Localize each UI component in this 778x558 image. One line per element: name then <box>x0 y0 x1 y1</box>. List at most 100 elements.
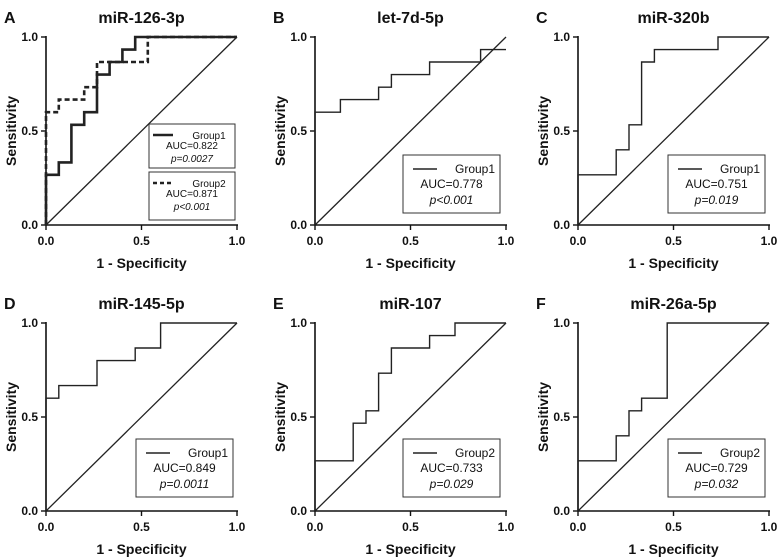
x-tick-label: 0.0 <box>307 520 324 534</box>
panel-letter: E <box>273 296 284 313</box>
reference-diagonal <box>45 322 238 512</box>
legend-auc: AUC=0.871 <box>166 189 218 200</box>
legend-frame <box>148 123 236 169</box>
legend-auc: AUC=0.733 <box>420 461 483 475</box>
x-axis-label: 1 - Specificity <box>628 255 718 271</box>
x-tick-label: 1.0 <box>498 520 515 534</box>
legend-series-name: Group2 <box>192 179 226 190</box>
x-tick-label: 0.0 <box>38 520 55 534</box>
x-tick-label: 0.0 <box>570 234 587 248</box>
x-tick-label: 0.5 <box>133 234 150 248</box>
x-tick-label: 1.0 <box>498 234 515 248</box>
x-axis-label: 1 - Specificity <box>96 255 186 271</box>
chart-title: let-7d-5p <box>377 10 444 27</box>
y-tick-label: 0.0 <box>290 504 307 518</box>
x-axis-label: 1 - Specificity <box>365 541 455 557</box>
x-tick-label: 1.0 <box>229 520 246 534</box>
x-tick-label: 0.0 <box>38 234 55 248</box>
roc-curve-group1 <box>45 322 237 511</box>
x-tick-label: 0.0 <box>307 234 324 248</box>
legend-p-value: p<0.001 <box>429 193 474 207</box>
y-tick-label: 0.0 <box>553 504 570 518</box>
legend-series-name: Group2 <box>720 446 760 460</box>
y-tick-label: 0.5 <box>290 410 307 424</box>
y-tick-label: 1.0 <box>21 316 38 330</box>
legend-series-name: Group1 <box>455 162 495 176</box>
x-tick-label: 0.5 <box>665 234 682 248</box>
legend-frame <box>402 438 501 498</box>
reference-diagonal <box>577 36 770 226</box>
x-tick-label: 0.5 <box>133 520 150 534</box>
legend-p-value: p=0.032 <box>694 477 739 491</box>
reference-diagonal <box>314 36 507 226</box>
x-axis-label: 1 - Specificity <box>96 541 186 557</box>
roc-curve-group2 <box>577 322 769 511</box>
x-tick-label: 1.0 <box>761 520 778 534</box>
chart-title: miR-126-3p <box>98 10 184 27</box>
legend-series-name: Group1 <box>192 131 226 142</box>
roc-curve-group1 <box>44 35 237 225</box>
reference-diagonal <box>314 322 507 512</box>
y-axis-label: Sensitivity <box>272 382 288 452</box>
x-tick-label: 0.5 <box>402 234 419 248</box>
y-axis-label: Sensitivity <box>535 382 551 452</box>
x-tick-label: 1.0 <box>229 234 246 248</box>
legend-auc: AUC=0.729 <box>685 461 748 475</box>
legend-frame <box>667 438 766 498</box>
roc-curve-group1 <box>314 48 506 225</box>
y-tick-label: 0.0 <box>21 218 38 232</box>
reference-diagonal <box>45 36 238 226</box>
legend-frame <box>135 438 234 498</box>
y-tick-label: 0.5 <box>553 124 570 138</box>
roc-curve-group1 <box>577 36 769 225</box>
legend-series-name: Group2 <box>455 446 495 460</box>
legend-series-name: Group1 <box>188 446 228 460</box>
legend-frame <box>148 171 236 221</box>
legend-frame <box>402 154 501 214</box>
roc-curve-group2 <box>314 322 506 511</box>
chart-title: miR-107 <box>379 296 441 313</box>
panel-letter: D <box>4 296 16 313</box>
y-tick-label: 0.5 <box>553 410 570 424</box>
chart-title: miR-320b <box>637 10 709 27</box>
reference-diagonal <box>577 322 770 512</box>
legend-p-value: p=0.029 <box>429 477 474 491</box>
y-tick-label: 1.0 <box>290 316 307 330</box>
legend-series-name: Group1 <box>720 162 760 176</box>
y-tick-label: 1.0 <box>553 316 570 330</box>
legend-p-value: p=0.019 <box>694 193 739 207</box>
legend-p-value: p=0.0027 <box>170 154 213 165</box>
legend-frame <box>667 154 766 214</box>
y-axis-label: Sensitivity <box>535 96 551 166</box>
legend-auc: AUC=0.751 <box>685 177 748 191</box>
y-tick-label: 0.0 <box>290 218 307 232</box>
chart-title: miR-145-5p <box>98 296 184 313</box>
legend-p-value: p<0.001 <box>173 202 210 213</box>
y-tick-label: 0.0 <box>553 218 570 232</box>
legend-p-value: p=0.0011 <box>159 477 210 491</box>
panel-letter: B <box>273 10 285 27</box>
y-tick-label: 0.5 <box>21 124 38 138</box>
x-axis-label: 1 - Specificity <box>628 541 718 557</box>
y-tick-label: 0.0 <box>21 504 38 518</box>
legend-auc: AUC=0.822 <box>166 141 218 152</box>
y-axis-label: Sensitivity <box>3 382 19 452</box>
x-tick-label: 0.5 <box>665 520 682 534</box>
x-axis-label: 1 - Specificity <box>365 255 455 271</box>
y-tick-label: 1.0 <box>553 30 570 44</box>
y-tick-label: 1.0 <box>21 30 38 44</box>
panel-letter: C <box>536 10 548 27</box>
x-tick-label: 0.5 <box>402 520 419 534</box>
